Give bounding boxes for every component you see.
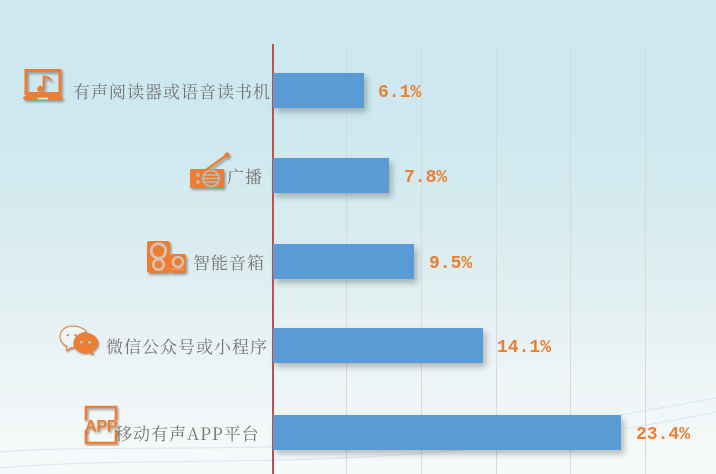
- svg-text:APP: APP: [85, 418, 118, 436]
